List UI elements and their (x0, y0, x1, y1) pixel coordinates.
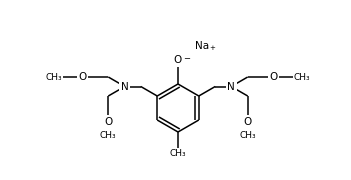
Text: O: O (174, 55, 182, 65)
Text: Na: Na (195, 41, 209, 51)
Text: +: + (209, 45, 215, 51)
Text: O: O (104, 117, 112, 127)
Text: O: O (270, 72, 278, 82)
Text: O: O (78, 72, 86, 82)
Text: −: − (183, 55, 190, 64)
Text: O: O (244, 117, 252, 127)
Text: CH₃: CH₃ (100, 130, 117, 140)
Text: CH₃: CH₃ (294, 73, 310, 82)
Text: CH₃: CH₃ (239, 130, 256, 140)
Text: CH₃: CH₃ (170, 150, 186, 159)
Text: CH₃: CH₃ (46, 73, 62, 82)
Text: N: N (121, 82, 128, 91)
Text: N: N (227, 82, 235, 91)
